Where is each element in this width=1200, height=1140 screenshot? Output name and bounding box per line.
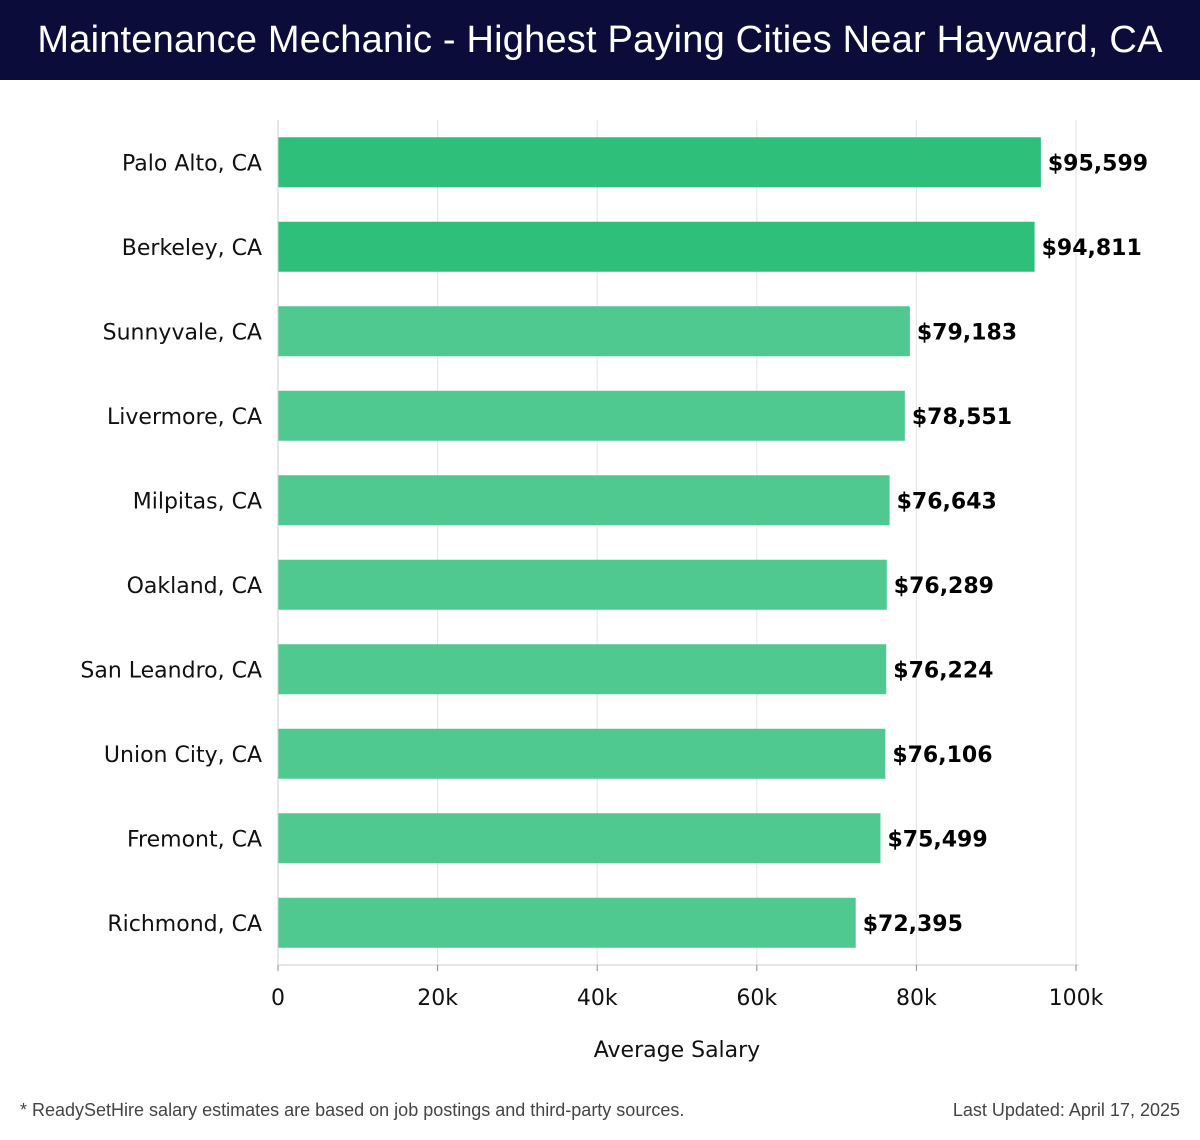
x-tick-label: 40k [577, 986, 618, 1011]
data-label: $76,643 [897, 489, 997, 514]
data-label: $76,289 [894, 574, 994, 599]
data-label: $75,499 [887, 827, 987, 852]
x-tick-label: 60k [736, 986, 777, 1011]
x-tick-label: 100k [1049, 986, 1104, 1011]
data-label: $72,395 [863, 912, 963, 937]
chart-header: Maintenance Mechanic - Highest Paying Ci… [0, 0, 1200, 80]
x-tick-label: 20k [417, 986, 458, 1011]
bar [278, 644, 887, 695]
x-tick-label: 0 [271, 986, 285, 1011]
bar [278, 221, 1035, 272]
category-label: Livermore, CA [107, 405, 262, 430]
bar [278, 475, 890, 526]
category-label: Sunnyvale, CA [103, 320, 262, 345]
category-label: Fremont, CA [127, 827, 262, 852]
x-axis-title: Average Salary [594, 1038, 760, 1063]
bar [278, 137, 1041, 188]
data-label: $76,106 [892, 743, 992, 768]
data-label: $79,183 [917, 320, 1017, 345]
salary-bar-chart: Palo Alto, CA $95,599 Berkeley, CA $94,811 S… [80, 120, 1148, 1063]
chart-title: Maintenance Mechanic - Highest Paying Ci… [37, 18, 1163, 61]
data-label: $78,551 [912, 405, 1012, 430]
bar [278, 306, 910, 357]
bar [278, 813, 881, 864]
last-updated: Last Updated: April 17, 2025 [952, 1100, 1180, 1120]
category-label: San Leandro, CA [80, 658, 262, 683]
category-label: Oakland, CA [127, 574, 262, 599]
x-tick-label: 80k [896, 986, 937, 1011]
category-label: Richmond, CA [107, 912, 262, 937]
category-label: Palo Alto, CA [122, 151, 262, 176]
category-label: Berkeley, CA [122, 236, 262, 261]
bar [278, 559, 887, 610]
bar [278, 728, 886, 779]
data-label: $76,224 [893, 658, 993, 683]
footnote: * ReadySetHire salary estimates are base… [20, 1100, 685, 1120]
category-label: Union City, CA [104, 743, 262, 768]
bar [278, 897, 856, 948]
data-label: $94,811 [1042, 236, 1142, 261]
data-label: $95,599 [1048, 151, 1148, 176]
bar [278, 390, 905, 441]
category-label: Milpitas, CA [133, 489, 262, 514]
